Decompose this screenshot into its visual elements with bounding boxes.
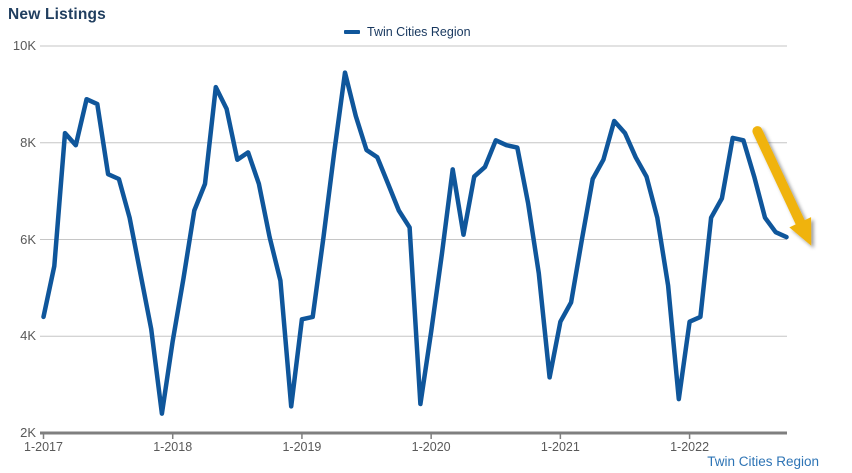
x-axis-label: 1-2022 [670,440,710,454]
footer-link-twin-cities-region[interactable]: Twin Cities Region [707,454,819,469]
y-axis-label: 4K [20,328,36,344]
legend-line-swatch [344,30,360,34]
x-axis-label: 1-2019 [282,440,322,454]
trend-arrow-shaft [752,126,809,235]
y-axis-label: 8K [20,134,36,150]
trend-arrow-head [789,217,812,246]
x-axis-label: 1-2021 [540,440,580,454]
x-axis-label: 1-2017 [24,440,63,454]
legend-item-twin-cities-region[interactable]: Twin Cities Region [344,25,471,39]
x-axis-label: 1-2018 [153,440,193,454]
chart-title: New Listings [8,6,106,23]
data-line-twin-cities-region [41,70,789,416]
y-axis-label: 2K [20,425,36,440]
y-axis-label: 6K [20,231,36,247]
trend-arrow [752,126,812,246]
legend-label: Twin Cities Region [367,25,471,39]
x-axis-label: 1-2020 [411,440,451,454]
y-axis-label: 10K [12,38,36,53]
